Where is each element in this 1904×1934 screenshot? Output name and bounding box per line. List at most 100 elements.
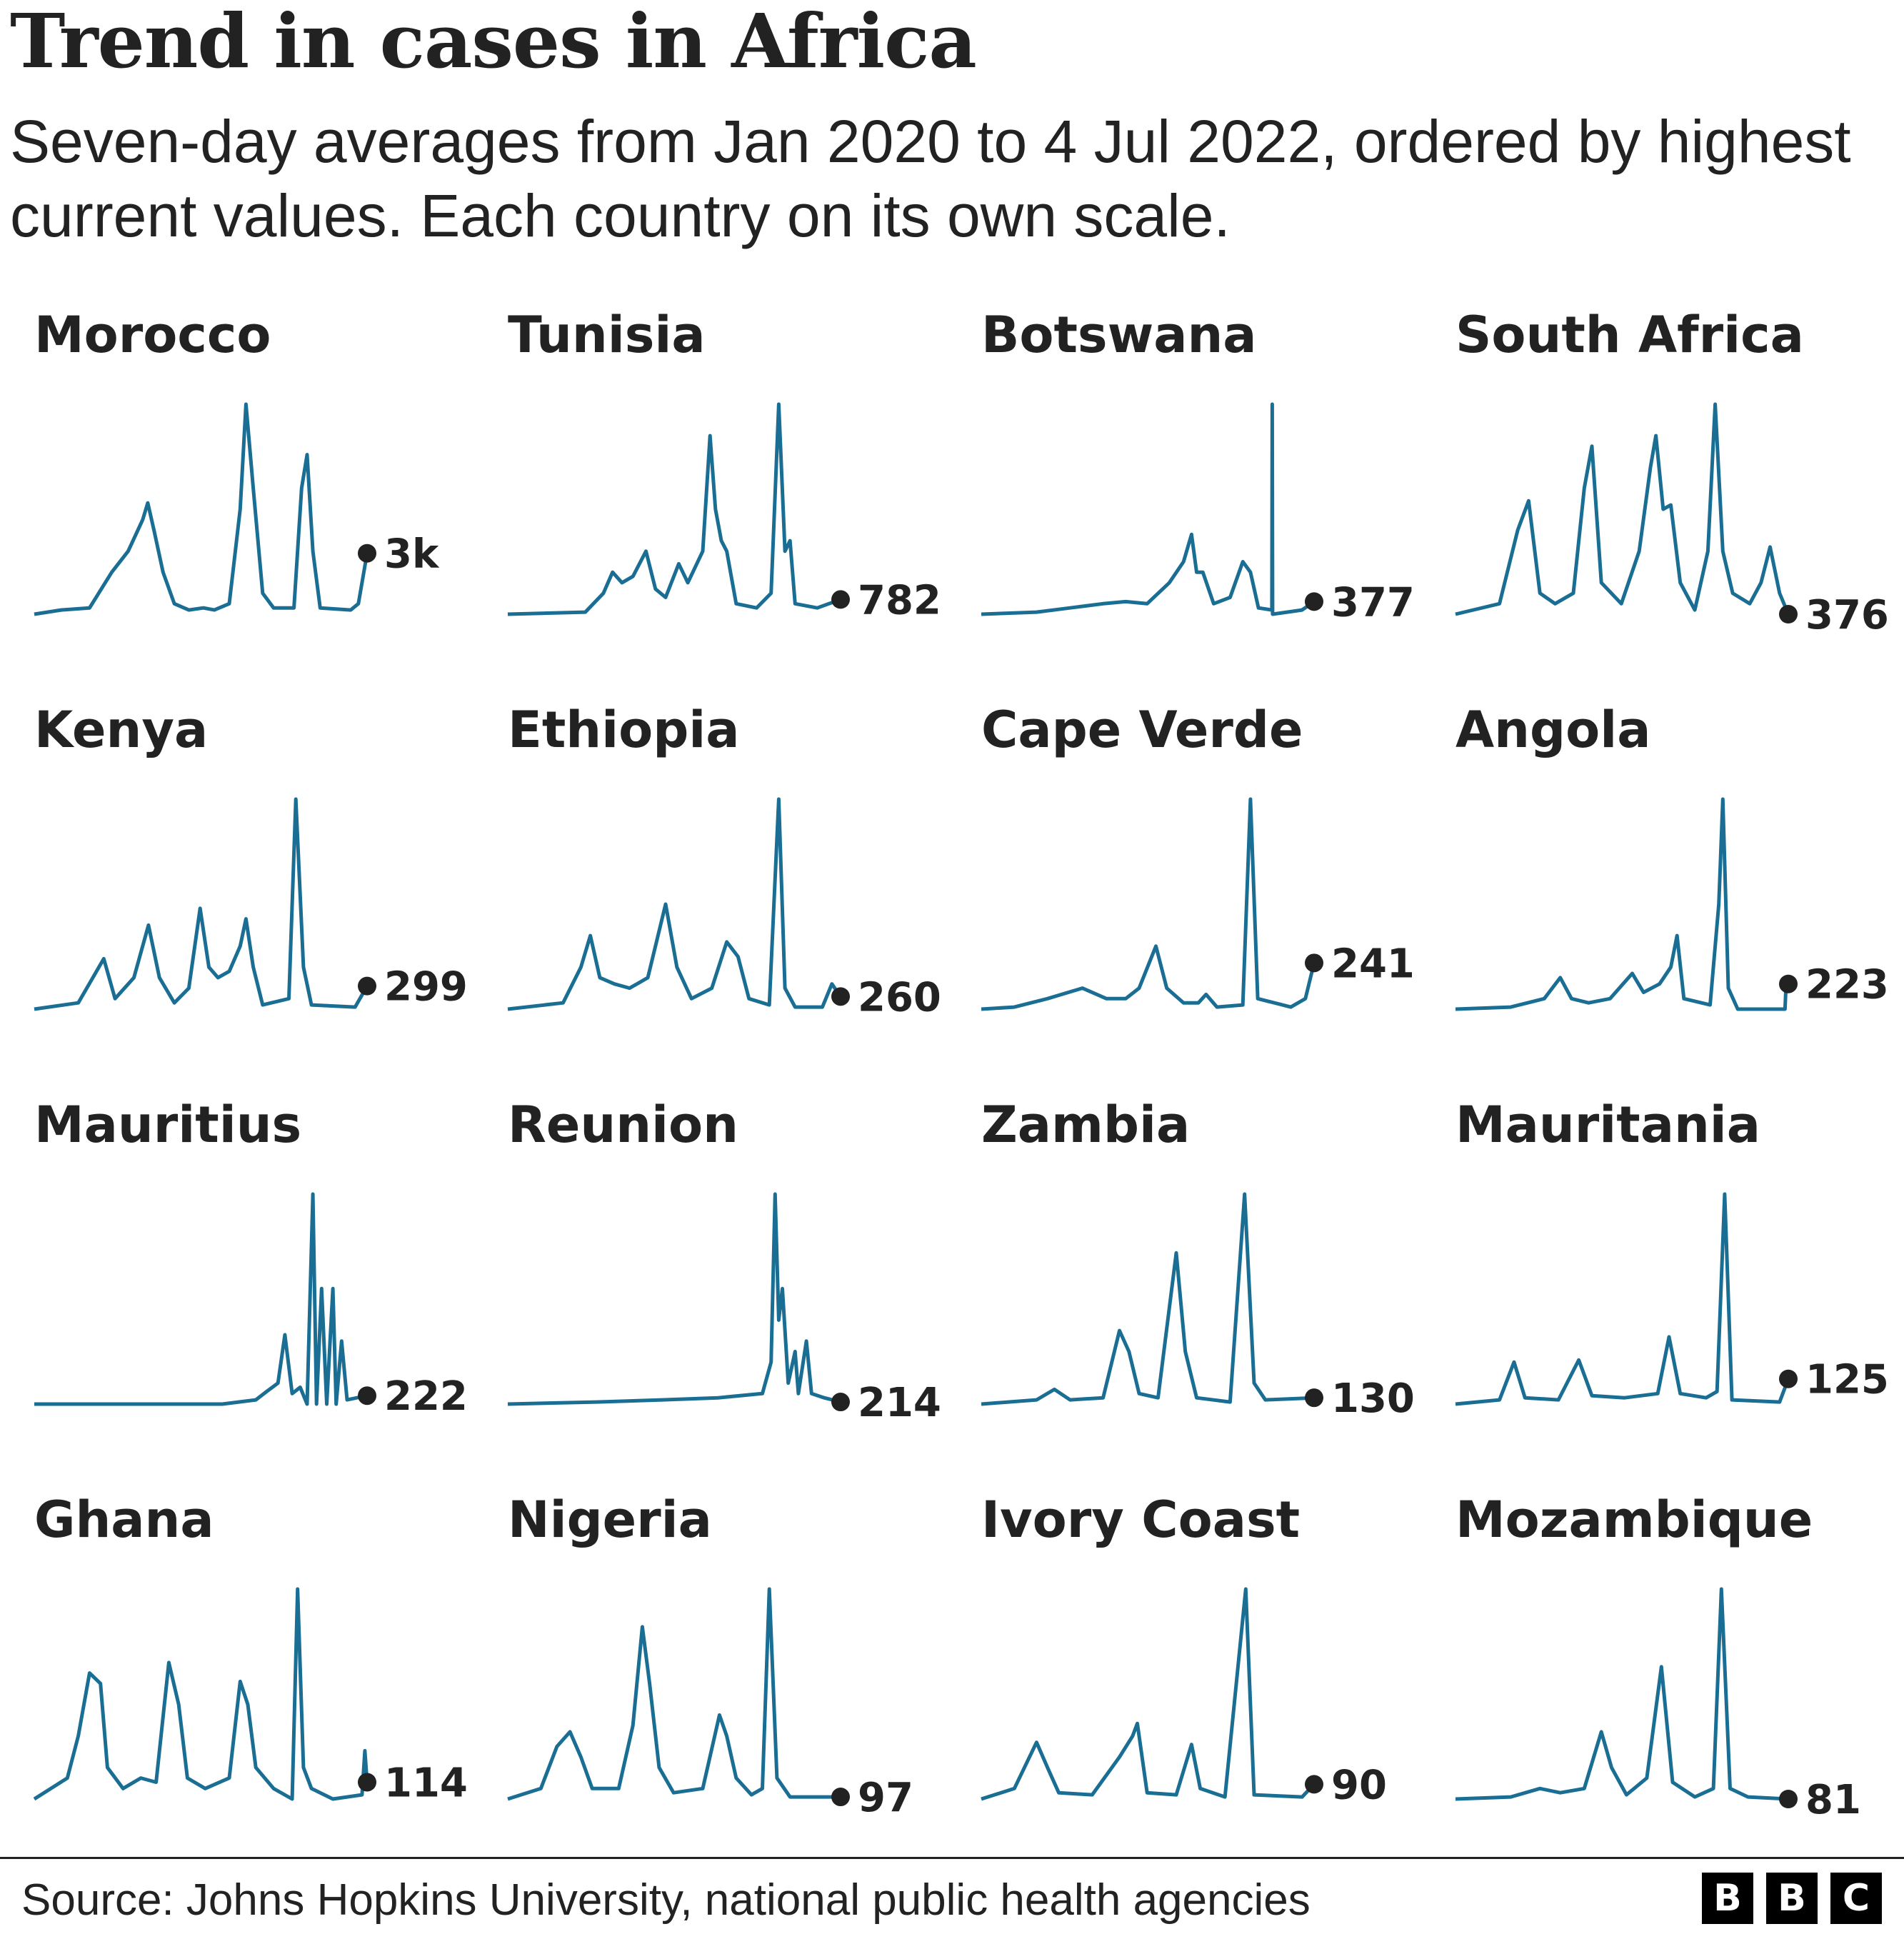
latest-value-dot — [358, 543, 376, 563]
country-sparkline: 3k — [34, 402, 440, 616]
latest-value-dot — [1305, 592, 1323, 611]
series-line — [981, 797, 1316, 1011]
country-panel: Botswana 377 — [981, 306, 1455, 701]
source-note: Source: Johns Hopkins University, nation… — [21, 1875, 1311, 1925]
country-sparkline: 299 — [34, 797, 468, 1011]
country-panel: Ethiopia 260 — [507, 701, 981, 1096]
country-sparkline: 377 — [981, 402, 1415, 626]
latest-value-dot — [831, 590, 850, 609]
series-line — [981, 1587, 1316, 1801]
country-name: Mozambique — [1455, 1490, 1813, 1549]
latest-value-label: 90 — [1331, 1762, 1387, 1808]
latest-value-dot — [1779, 974, 1798, 993]
series-line — [507, 1192, 841, 1406]
country-name: Ghana — [34, 1490, 214, 1549]
country-name: Reunion — [508, 1096, 738, 1154]
country-panel: Reunion 214 — [507, 1096, 981, 1490]
country-panel: Mauritius 222 — [34, 1096, 508, 1490]
latest-value-label: 97 — [858, 1775, 913, 1821]
latest-value-dot — [831, 1788, 850, 1807]
country-sparkline: 782 — [507, 402, 941, 623]
latest-value-label: 214 — [858, 1380, 941, 1426]
country-sparkline: 223 — [1455, 797, 1889, 1011]
latest-value-dot — [1305, 953, 1323, 973]
chart-title: Trend in cases in Africa — [10, 0, 977, 85]
country-sparkline: 241 — [981, 797, 1415, 1011]
series-line — [981, 1192, 1315, 1406]
latest-value-label: 241 — [1331, 941, 1415, 987]
country-sparkline: 376 — [1455, 402, 1889, 638]
country-name: Zambia — [981, 1096, 1191, 1154]
country-name: Angola — [1455, 701, 1651, 759]
latest-value-label: 3k — [384, 531, 440, 578]
latest-value-dot — [831, 987, 850, 1006]
country-name: South Africa — [1455, 306, 1804, 364]
series-line — [34, 402, 369, 616]
country-panel: Nigeria 97 — [507, 1490, 981, 1885]
series-line — [507, 402, 841, 616]
latest-value-dot — [358, 976, 376, 996]
country-name: Mauritania — [1455, 1096, 1761, 1154]
latest-value-dot — [1305, 1775, 1323, 1794]
country-name: Ethiopia — [508, 701, 740, 759]
latest-value-label: 782 — [858, 577, 941, 623]
latest-value-dot — [1779, 605, 1798, 623]
series-line — [507, 1587, 841, 1801]
bbc-logo-letter: C — [1830, 1873, 1882, 1924]
country-sparkline: 97 — [507, 1587, 913, 1821]
latest-value-dot — [358, 1773, 376, 1792]
country-name: Cape Verde — [981, 701, 1303, 759]
series-line — [33, 1587, 369, 1801]
country-sparkline: 214 — [507, 1192, 941, 1426]
country-name: Mauritius — [34, 1096, 302, 1154]
latest-value-dot — [831, 1393, 850, 1412]
chart-subtitle: Seven-day averages from Jan 2020 to 4 Ju… — [10, 108, 1851, 249]
latest-value-label: 222 — [384, 1373, 468, 1420]
country-sparkline: 125 — [1455, 1192, 1889, 1406]
latest-value-label: 376 — [1805, 592, 1889, 638]
latest-value-dot — [1779, 1369, 1798, 1388]
country-sparkline: 130 — [981, 1192, 1415, 1422]
bbc-logo: B B C — [1702, 1873, 1882, 1924]
latest-value-label: 377 — [1331, 579, 1415, 626]
latest-value-label: 223 — [1805, 962, 1889, 1008]
footer-divider — [0, 1857, 1904, 1859]
latest-value-label: 260 — [858, 974, 941, 1021]
country-sparkline: 222 — [34, 1192, 468, 1420]
country-name: Kenya — [34, 701, 209, 759]
latest-value-dot — [358, 1386, 376, 1406]
series-line — [1455, 402, 1790, 616]
series-line — [1455, 1192, 1790, 1406]
country-name: Botswana — [981, 306, 1257, 364]
latest-value-label: 299 — [384, 964, 468, 1011]
country-panel: South Africa 376 — [1455, 306, 1904, 701]
series-line — [507, 797, 843, 1011]
latest-value-label: 130 — [1331, 1376, 1415, 1422]
latest-value-label: 125 — [1805, 1357, 1889, 1403]
country-panel: Mozambique 81 — [1455, 1490, 1904, 1885]
country-panel: Ghana 114 — [33, 1490, 508, 1885]
latest-value-dot — [1779, 1790, 1798, 1808]
country-sparkline: 81 — [1455, 1587, 1861, 1823]
latest-value-dot — [1305, 1388, 1323, 1408]
country-sparkline: 260 — [507, 797, 941, 1021]
country-sparkline: 90 — [981, 1587, 1387, 1808]
latest-value-label: 81 — [1805, 1777, 1861, 1823]
bbc-logo-letter: B — [1766, 1873, 1818, 1924]
country-name: Morocco — [34, 306, 271, 364]
series-line — [1455, 797, 1788, 1011]
country-panel: Angola 223 — [1455, 701, 1904, 1096]
country-sparkline: 114 — [33, 1587, 468, 1806]
country-panel: Zambia 130 — [981, 1096, 1455, 1490]
country-name: Tunisia — [508, 306, 706, 364]
country-panel: Kenya 299 — [34, 701, 508, 1096]
country-panel: Morocco 3k — [34, 306, 508, 701]
country-panel: Cape Verde 241 — [981, 701, 1455, 1096]
country-panel: Tunisia 782 — [507, 306, 981, 701]
country-name: Nigeria — [508, 1490, 712, 1549]
bbc-logo-letter: B — [1702, 1873, 1753, 1924]
series-line — [34, 797, 369, 1011]
country-name: Ivory Coast — [981, 1490, 1301, 1549]
series-line — [34, 1192, 368, 1406]
series-line — [981, 402, 1316, 616]
